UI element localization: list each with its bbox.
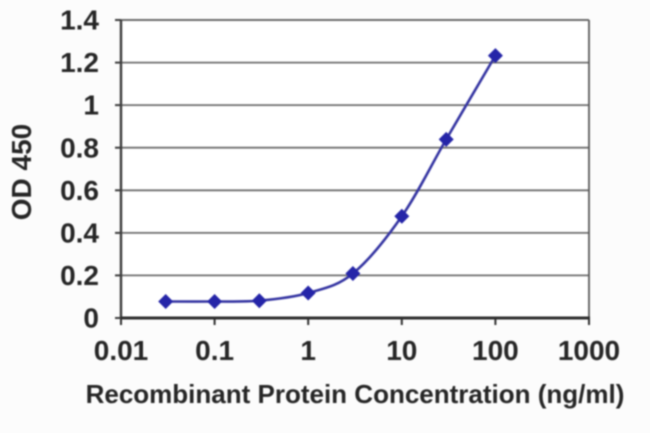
svg-text:1: 1 [83,90,99,121]
svg-text:0.8: 0.8 [60,132,99,163]
svg-text:0: 0 [83,303,99,334]
svg-text:1.2: 1.2 [60,47,99,78]
svg-text:0.6: 0.6 [60,175,99,206]
svg-text:1000: 1000 [558,335,620,366]
svg-text:Recombinant Protein Concentrat: Recombinant Protein Concentration (ng/ml… [86,379,625,409]
svg-text:0.01: 0.01 [94,335,149,366]
svg-text:1: 1 [300,335,316,366]
svg-text:0.4: 0.4 [60,218,99,249]
svg-text:10: 10 [386,335,417,366]
svg-text:1.4: 1.4 [60,5,99,36]
svg-text:OD 450: OD 450 [6,124,37,221]
svg-text:0.1: 0.1 [195,335,234,366]
svg-text:100: 100 [472,335,519,366]
svg-text:0.2: 0.2 [60,260,99,291]
